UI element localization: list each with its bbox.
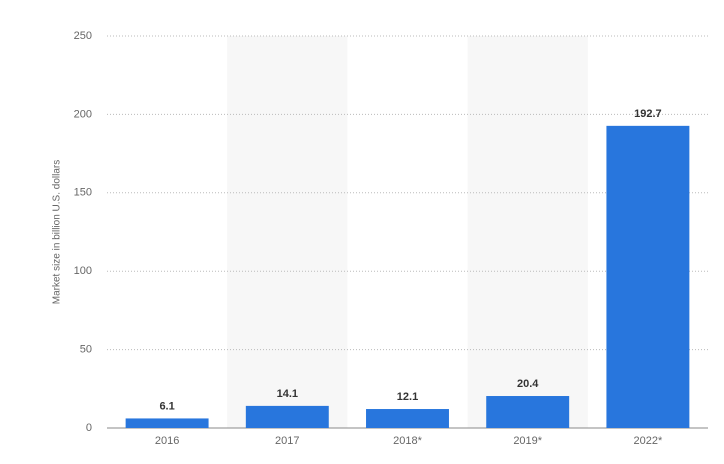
y-tick-label: 200 [74,108,92,120]
y-tick-label: 50 [80,344,92,356]
value-label: 20.4 [517,378,539,390]
band-shade [227,36,348,428]
x-tick-label: 2018* [393,435,422,447]
bar [245,405,329,428]
y-tick-label: 100 [74,265,92,277]
y-tick-label: 250 [74,30,92,42]
y-axis-label: Market size in billion U.S. dollars [52,160,63,305]
bar [366,409,449,428]
band-shade [467,36,588,428]
y-tick-label: 150 [74,187,92,199]
value-label: 12.1 [397,391,418,403]
bar [606,125,690,428]
bar [125,418,209,428]
x-tick-label: 2016 [155,435,179,447]
value-label: 192.7 [634,108,662,120]
y-tick-label: 0 [86,422,92,434]
value-label: 14.1 [277,388,298,400]
x-tick-label: 2019* [513,435,542,447]
x-tick-label: 2022* [634,435,663,447]
x-tick-label: 2017 [275,435,299,447]
value-label: 6.1 [159,400,174,412]
bar [486,396,570,428]
